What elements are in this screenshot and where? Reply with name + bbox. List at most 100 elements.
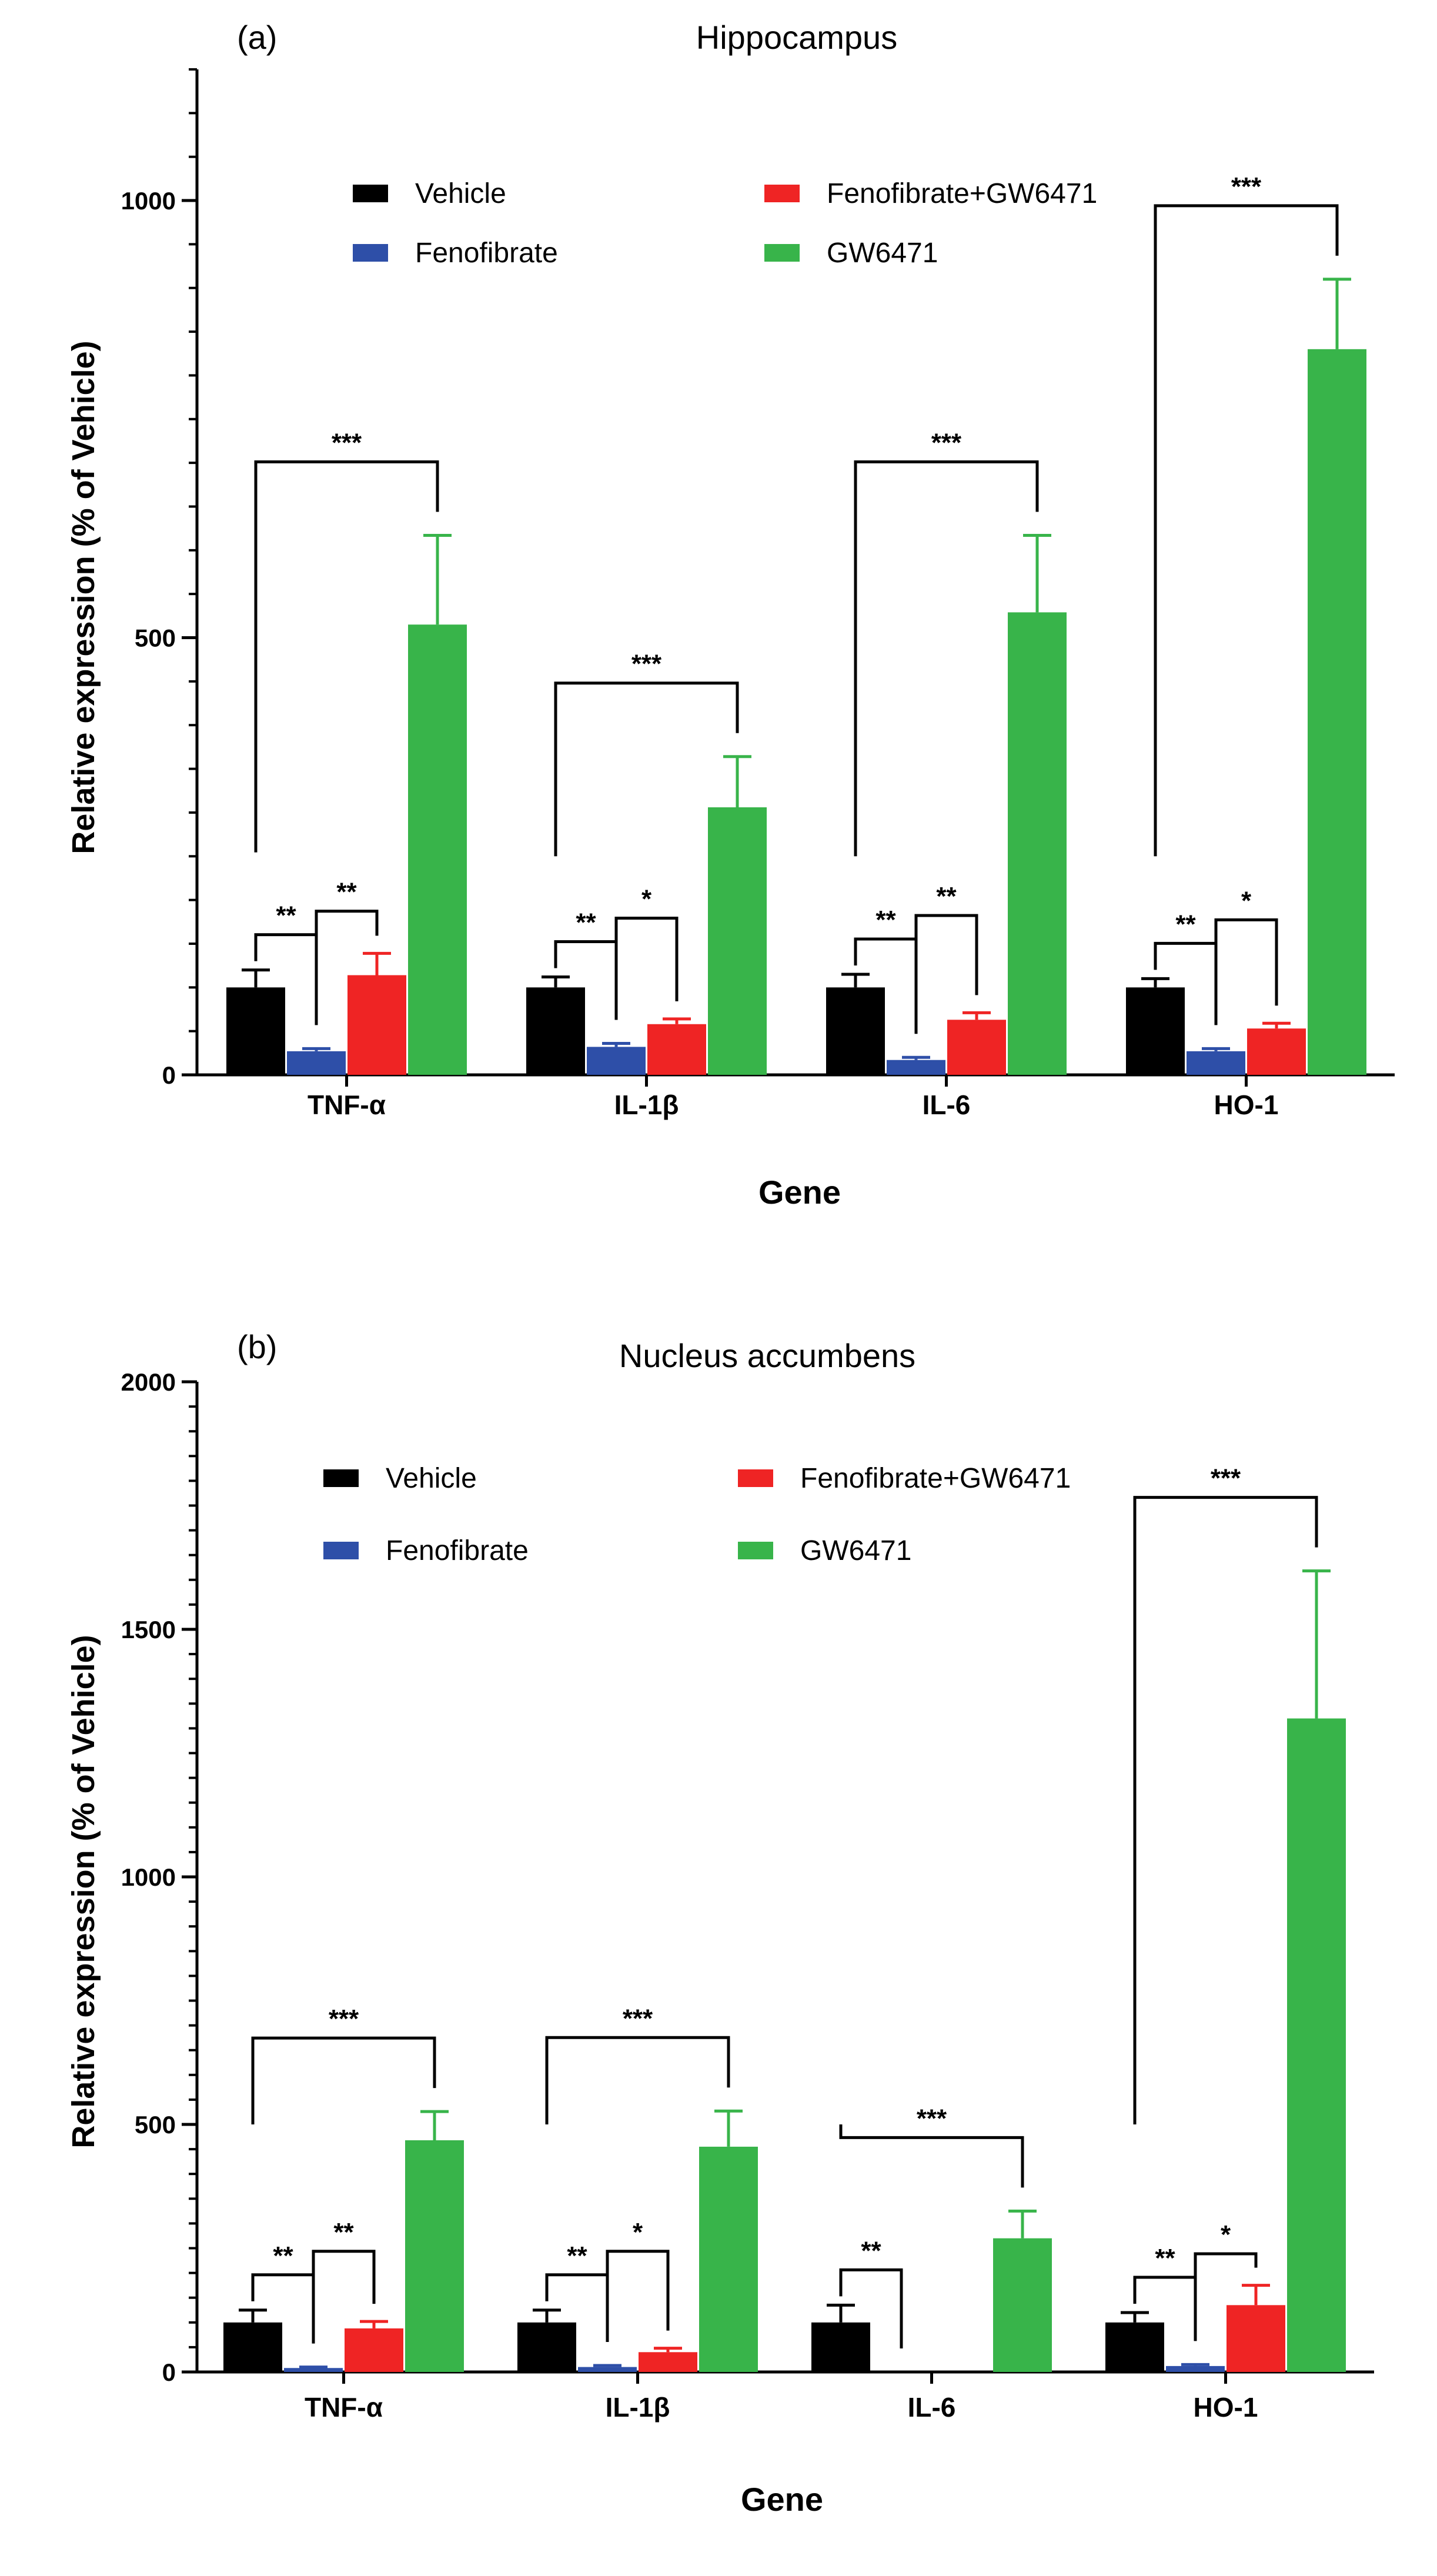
panel-hippocampus: (a) Hippocampus Relative expression (% o… [66,19,1395,1211]
bracket-line [554,940,618,1020]
significance-bracket: ** [1133,2244,1197,2341]
bracket-line [251,2036,436,2124]
legend-swatch-vehicle [353,185,388,202]
significance-bracket: ** [312,2218,376,2304]
bracket-line [315,910,379,936]
significance-stars: ** [567,2241,587,2270]
significance-stars: ** [333,2218,354,2247]
bracket-line [1154,204,1339,857]
chart-title: Nucleus accumbens [619,1337,915,1374]
significance-bracket: * [1214,886,1278,1006]
legend-label: Vehicle [386,1463,477,1494]
legend-swatch-vehicle [323,1469,359,1487]
bar-gw6471-il-6 [1008,612,1067,1075]
x-tick-label: HO-1 [1194,2392,1258,2423]
x-tick-label: TNF-α [308,1090,386,1120]
bracket-line [1194,2252,1258,2277]
bracket-line [839,2268,903,2348]
significance-bracket: *** [254,429,439,853]
bracket-line [1133,2276,1197,2341]
chart-title: Hippocampus [696,19,897,56]
significance-bracket: *** [251,2004,436,2124]
significance-stars: *** [631,650,662,679]
significance-stars: ** [1155,2244,1175,2273]
x-tick-label: IL-6 [908,2392,956,2423]
legend: Vehicle Fenofibrate Fenofibrate+GW6471 GW64… [323,1463,1071,1566]
y-tick-label: 1000 [121,187,176,215]
significance-stars: *** [1211,1464,1241,1493]
bracket-line [1154,941,1218,1025]
bracket-line [914,914,978,995]
legend-swatch-gw6471 [764,244,800,262]
y-tick-label: 1000 [121,1863,176,1891]
bar-fenofibrate-gw6471-il-1 [639,2352,697,2372]
legend-swatch-fenofibrate-gw6471 [764,185,800,202]
significance-bracket: *** [1154,172,1339,857]
x-tick-label: TNF-α [305,2392,383,2423]
bar-gw6471-ho-1 [1308,349,1366,1075]
bar-vehicle-il-1 [517,2322,576,2372]
significance-bracket: *** [545,2004,730,2124]
y-axis-label: Relative expression (% of Vehicle) [66,1635,101,2148]
bar-fenofibrate-gw6471-tnf [345,2328,403,2372]
significance-stars: *** [1231,172,1262,201]
significance-stars: ** [936,882,957,911]
legend-label: Fenofibrate [415,238,558,269]
significance-stars: * [1221,2220,1231,2249]
bar-gw6471-ho-1 [1287,1718,1346,2372]
significance-stars: * [641,884,652,913]
y-tick-label: 500 [135,2111,176,2139]
bar-gw6471-tnf [408,624,467,1075]
significance-bracket: ** [251,2241,315,2344]
panel-letter: (a) [237,19,277,56]
significance-bracket: ** [545,2241,609,2343]
legend: Vehicle Fenofibrate Fenofibrate+GW6471 GW64… [353,178,1097,269]
y-tick-label: 0 [162,1061,176,1089]
bar-fenofibrate-tnf [287,1051,346,1075]
significance-bracket: * [1194,2220,1258,2277]
legend-label: Fenofibrate+GW6471 [827,178,1097,209]
legend-label: GW6471 [800,1535,911,1566]
significance-stars: * [633,2218,643,2247]
bracket-line [854,460,1039,857]
bar-vehicle-tnf [223,2322,282,2372]
bar-fenofibrate-gw6471-ho-1 [1227,2305,1285,2372]
bar-fenofibrate-il-1 [587,1047,646,1075]
significance-bracket: ** [554,908,618,1020]
bracket-line [1214,918,1278,1006]
bar-fenofibrate-gw6471-il-1 [647,1024,706,1075]
legend-swatch-fenofibrate-gw6471 [738,1469,773,1487]
x-tick-label: IL-1β [606,2392,670,2423]
legend-swatch-fenofibrate [323,1542,359,1559]
y-tick-label: 500 [135,624,176,652]
significance-bracket: *** [554,650,739,857]
legend-label: Vehicle [415,178,506,209]
significance-bracket: ** [914,882,978,995]
significance-stars: *** [917,2104,947,2133]
panel-letter: (b) [237,1328,277,1365]
bar-fenofibrate-gw6471-ho-1 [1247,1028,1306,1075]
significance-bracket: ** [854,906,918,1034]
bracket-line [251,2273,315,2344]
x-axis-label: Gene [758,1174,841,1211]
significance-bracket: *** [1133,1464,1318,2124]
y-tick-label: 0 [162,2358,176,2386]
bracket-line [606,2250,670,2331]
bracket-line [254,933,318,1025]
bar-fenofibrate-gw6471-tnf [347,975,406,1075]
y-tick-label: 2000 [121,1368,176,1396]
bar-fenofibrate-il-1 [578,2367,637,2372]
significance-stars: ** [861,2236,881,2265]
legend-swatch-fenofibrate [353,244,388,262]
bracket-line [545,2036,730,2124]
significance-stars: *** [623,2004,653,2033]
bar-vehicle-ho-1 [1105,2322,1164,2372]
significance-bracket: ** [315,878,379,936]
bracket-line [554,681,739,857]
x-tick-label: HO-1 [1214,1090,1279,1120]
bar-fenofibrate-ho-1 [1187,1051,1245,1075]
bracket-line [545,2273,609,2343]
legend-label: GW6471 [827,238,938,269]
significance-stars: * [1241,886,1252,915]
